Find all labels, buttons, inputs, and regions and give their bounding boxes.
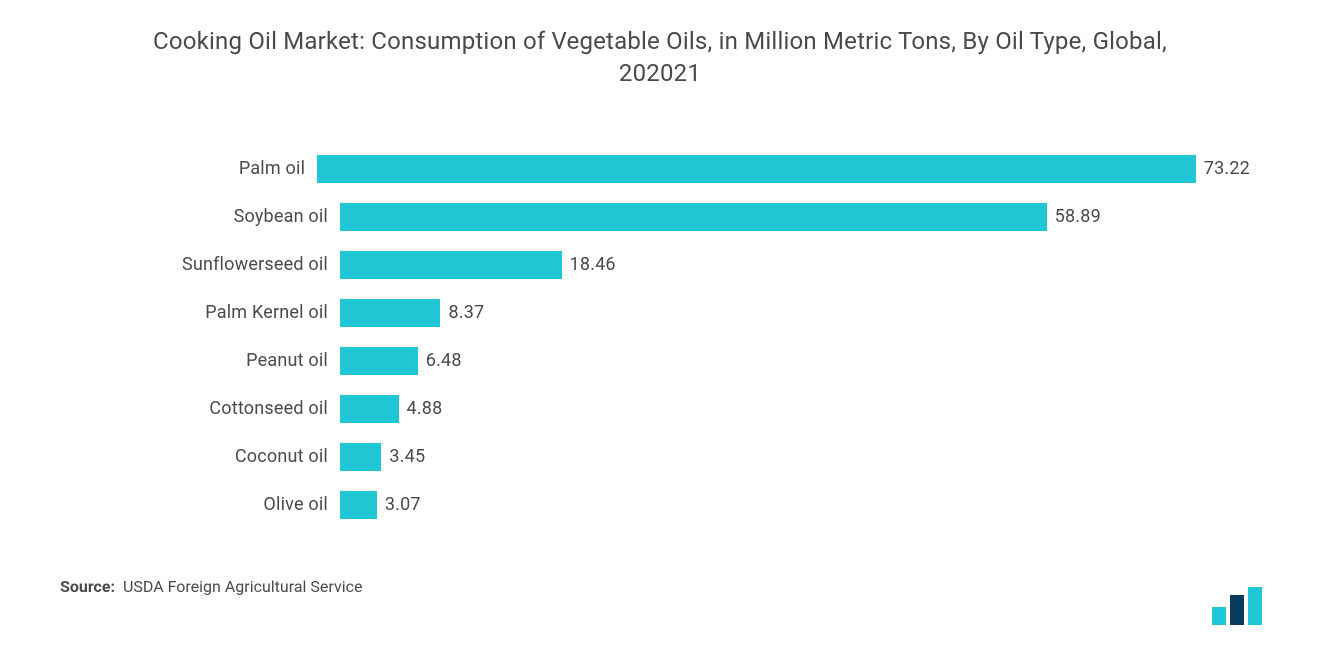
category-label: Cottonseed oil xyxy=(70,398,340,419)
bar xyxy=(340,347,418,375)
value-label: 73.22 xyxy=(1196,158,1250,179)
value-label: 3.45 xyxy=(381,446,425,467)
bar-row: Coconut oil 3.45 xyxy=(70,433,1250,481)
category-label: Olive oil xyxy=(70,494,340,515)
category-label: Soybean oil xyxy=(70,206,340,227)
bar xyxy=(340,491,377,519)
bar-track: 58.89 xyxy=(340,203,1250,231)
bar-row: Peanut oil 6.48 xyxy=(70,337,1250,385)
bar-track: 3.45 xyxy=(340,443,1250,471)
bar-track: 3.07 xyxy=(340,491,1250,519)
bar-track: 8.37 xyxy=(340,299,1250,327)
bar xyxy=(340,203,1047,231)
category-label: Peanut oil xyxy=(70,350,340,371)
bar-row: Sunflowerseed oil 18.46 xyxy=(70,241,1250,289)
brand-logo-icon xyxy=(1212,587,1266,625)
value-label: 3.07 xyxy=(377,494,421,515)
value-label: 18.46 xyxy=(562,254,616,275)
bar-track: 4.88 xyxy=(340,395,1250,423)
chart-title: Cooking Oil Market: Consumption of Veget… xyxy=(110,25,1210,90)
category-label: Sunflowerseed oil xyxy=(70,254,340,275)
bar-row: Olive oil 3.07 xyxy=(70,481,1250,529)
bar xyxy=(317,155,1196,183)
bar-track: 73.22 xyxy=(317,155,1250,183)
category-label: Palm oil xyxy=(70,158,317,179)
category-label: Palm Kernel oil xyxy=(70,302,340,323)
bar-track: 18.46 xyxy=(340,251,1250,279)
value-label: 4.88 xyxy=(399,398,443,419)
source-label: Source: xyxy=(60,577,115,596)
bar-track: 6.48 xyxy=(340,347,1250,375)
value-label: 6.48 xyxy=(418,350,462,371)
bar-row: Soybean oil 58.89 xyxy=(70,193,1250,241)
value-label: 8.37 xyxy=(440,302,484,323)
source-line: Source: USDA Foreign Agricultural Servic… xyxy=(60,577,1290,596)
bar-row: Cottonseed oil 4.88 xyxy=(70,385,1250,433)
bar-row: Palm Kernel oil 8.37 xyxy=(70,289,1250,337)
category-label: Coconut oil xyxy=(70,446,340,467)
bar xyxy=(340,443,381,471)
source-text: USDA Foreign Agricultural Service xyxy=(123,577,362,596)
chart-area: Palm oil 73.22 Soybean oil 58.89 Sunflowerse… xyxy=(70,145,1250,529)
bar xyxy=(340,251,562,279)
value-label: 58.89 xyxy=(1047,206,1101,227)
bar xyxy=(340,299,440,327)
bar-row: Palm oil 73.22 xyxy=(70,145,1250,193)
bar xyxy=(340,395,399,423)
